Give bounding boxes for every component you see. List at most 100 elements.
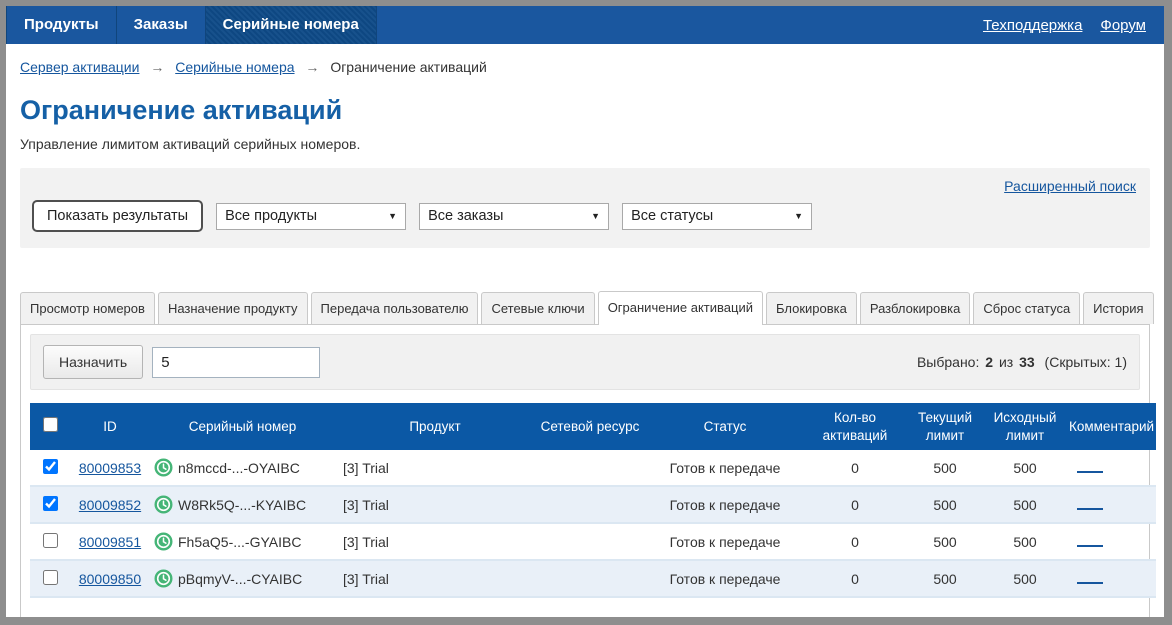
top-nav: Продукты Заказы Серийные номера Техподде… <box>6 6 1164 44</box>
show-results-button[interactable]: Показать результаты <box>32 200 204 232</box>
row-checkbox[interactable] <box>42 569 58 585</box>
clock-status-icon <box>154 458 173 477</box>
table-header-row: ID Серийный номер Продукт Сетевой ресурс… <box>30 403 1156 451</box>
current-limit-cell: 500 <box>905 486 985 525</box>
activations-cell: 0 <box>805 560 905 599</box>
tab-assign-product[interactable]: Назначение продукту <box>157 292 308 324</box>
breadcrumb-separator: → <box>150 59 165 75</box>
initial-limit-cell: 500 <box>985 450 1065 488</box>
column-header-activations: Кол-во активаций <box>805 403 905 451</box>
tab-activation-limit[interactable]: Ограничение активаций <box>597 291 763 325</box>
current-limit-cell: 500 <box>905 523 985 562</box>
support-link[interactable]: Техподдержка <box>982 16 1083 34</box>
tab-reset-status[interactable]: Сброс статуса <box>973 292 1081 324</box>
selection-info: Выбрано: 2 из 33 (Скрытых: 1) <box>917 354 1127 370</box>
tab-transfer-user[interactable]: Передача пользователю <box>310 292 479 324</box>
comment-edit-link[interactable] <box>1077 538 1103 547</box>
breadcrumb-current: Ограничение активаций <box>330 59 487 75</box>
tab-history[interactable]: История <box>1083 292 1154 324</box>
row-checkbox[interactable] <box>42 495 58 511</box>
comment-edit-link[interactable] <box>1077 575 1103 584</box>
nav-item-serial-numbers[interactable]: Серийные номера <box>205 6 377 44</box>
serial-numbers-table: ID Серийный номер Продукт Сетевой ресурс… <box>30 403 1156 599</box>
row-checkbox[interactable] <box>42 458 58 474</box>
clock-status-icon <box>154 569 173 588</box>
serial-id-link[interactable]: 80009852 <box>78 496 142 513</box>
status-cell: Готов к передаче <box>645 560 805 599</box>
selection-total-count: 33 <box>1019 354 1035 370</box>
page-title: Ограничение активаций <box>20 95 343 125</box>
serial-number: W8Rk5Q-...-KYAIBC <box>178 496 307 513</box>
column-header-network: Сетевой ресурс <box>535 403 645 451</box>
tab-network-keys[interactable]: Сетевые ключи <box>481 292 595 324</box>
orders-filter-value: Все заказы <box>428 208 504 224</box>
serial-number: pBqmyV-...-CYAIBC <box>178 570 303 587</box>
chevron-down-icon: ▼ <box>591 211 601 221</box>
column-header-initial-limit: Исходный лимит <box>985 403 1065 451</box>
panel-toolbar: Назначить Выбрано: 2 из 33 (Скрытых: 1) <box>30 334 1140 390</box>
breadcrumb-separator: → <box>305 59 320 75</box>
nav-item-orders[interactable]: Заказы <box>117 6 206 44</box>
column-header-product: Продукт <box>335 403 535 451</box>
status-cell: Готов к передаче <box>645 486 805 525</box>
selection-selected-count: 2 <box>985 354 994 370</box>
page-subtitle: Управление лимитом активаций серийных но… <box>20 136 361 152</box>
table-row: 80009851 Fh5aQ5-...-GYAIBC [3] Trial Гот… <box>30 523 1156 562</box>
serial-number: n8mccd-...-OYAIBC <box>178 459 300 476</box>
status-cell: Готов к передаче <box>645 450 805 488</box>
initial-limit-cell: 500 <box>985 486 1065 525</box>
chevron-down-icon: ▼ <box>388 211 398 221</box>
clock-status-icon <box>154 532 173 551</box>
product-cell: [3] Trial <box>335 450 535 488</box>
tab-panel: Назначить Выбрано: 2 из 33 (Скрытых: 1) <box>20 324 1156 617</box>
table-row: 80009852 W8Rk5Q-...-KYAIBC [3] Trial Гот… <box>30 486 1156 525</box>
select-all-checkbox[interactable] <box>42 416 58 432</box>
initial-limit-cell: 500 <box>985 560 1065 599</box>
forum-link[interactable]: Форум <box>1100 16 1146 34</box>
column-header-status: Статус <box>645 403 805 451</box>
network-cell <box>535 486 645 525</box>
tab-strip: Просмотр номеров Назначение продукту Пер… <box>20 291 1154 325</box>
table-row: 80009853 n8mccd-...-OYAIBC [3] Trial Гот… <box>30 450 1156 488</box>
assign-button[interactable]: Назначить <box>43 345 144 379</box>
chevron-down-icon: ▼ <box>794 211 804 221</box>
serial-id-link[interactable]: 80009851 <box>78 533 142 550</box>
tab-block[interactable]: Блокировка <box>765 292 857 324</box>
comment-edit-link[interactable] <box>1077 464 1103 473</box>
activations-cell: 0 <box>805 486 905 525</box>
comment-edit-link[interactable] <box>1077 501 1103 510</box>
breadcrumb: Сервер активации → Серийные номера → Огр… <box>20 44 1150 85</box>
product-cell: [3] Trial <box>335 560 535 599</box>
products-filter-select[interactable]: Все продукты ▼ <box>216 202 407 230</box>
network-cell <box>535 450 645 488</box>
status-cell: Готов к передаче <box>645 523 805 562</box>
breadcrumb-serial-numbers[interactable]: Серийные номера <box>175 59 295 75</box>
tab-unblock[interactable]: Разблокировка <box>859 292 971 324</box>
nav-item-products[interactable]: Продукты <box>6 6 117 44</box>
tab-view-numbers[interactable]: Просмотр номеров <box>20 292 155 324</box>
column-header-serial: Серийный номер <box>150 403 335 451</box>
network-cell <box>535 523 645 562</box>
current-limit-cell: 500 <box>905 450 985 488</box>
statuses-filter-select[interactable]: Все статусы ▼ <box>622 202 813 230</box>
column-header-comment: Комментарий <box>1065 403 1156 451</box>
serial-id-link[interactable]: 80009850 <box>78 570 142 587</box>
breadcrumb-activation-server[interactable]: Сервер активации <box>20 59 140 75</box>
serial-number: Fh5aQ5-...-GYAIBC <box>178 533 302 550</box>
column-header-id: ID <box>70 403 150 451</box>
clock-status-icon <box>154 495 173 514</box>
product-cell: [3] Trial <box>335 486 535 525</box>
advanced-search-link[interactable]: Расширенный поиск <box>1004 178 1136 194</box>
column-header-current-limit: Текущий лимит <box>905 403 985 451</box>
orders-filter-select[interactable]: Все заказы ▼ <box>419 202 610 230</box>
page-content: Сервер активации → Серийные номера → Огр… <box>6 44 1164 617</box>
network-cell <box>535 560 645 599</box>
statuses-filter-value: Все статусы <box>631 208 714 224</box>
serial-id-link[interactable]: 80009853 <box>78 459 142 476</box>
product-cell: [3] Trial <box>335 523 535 562</box>
row-checkbox[interactable] <box>42 532 58 548</box>
selection-hidden-count: (Скрытых: 1) <box>1044 354 1127 370</box>
limit-input[interactable] <box>152 346 321 378</box>
products-filter-value: Все продукты <box>225 208 318 224</box>
